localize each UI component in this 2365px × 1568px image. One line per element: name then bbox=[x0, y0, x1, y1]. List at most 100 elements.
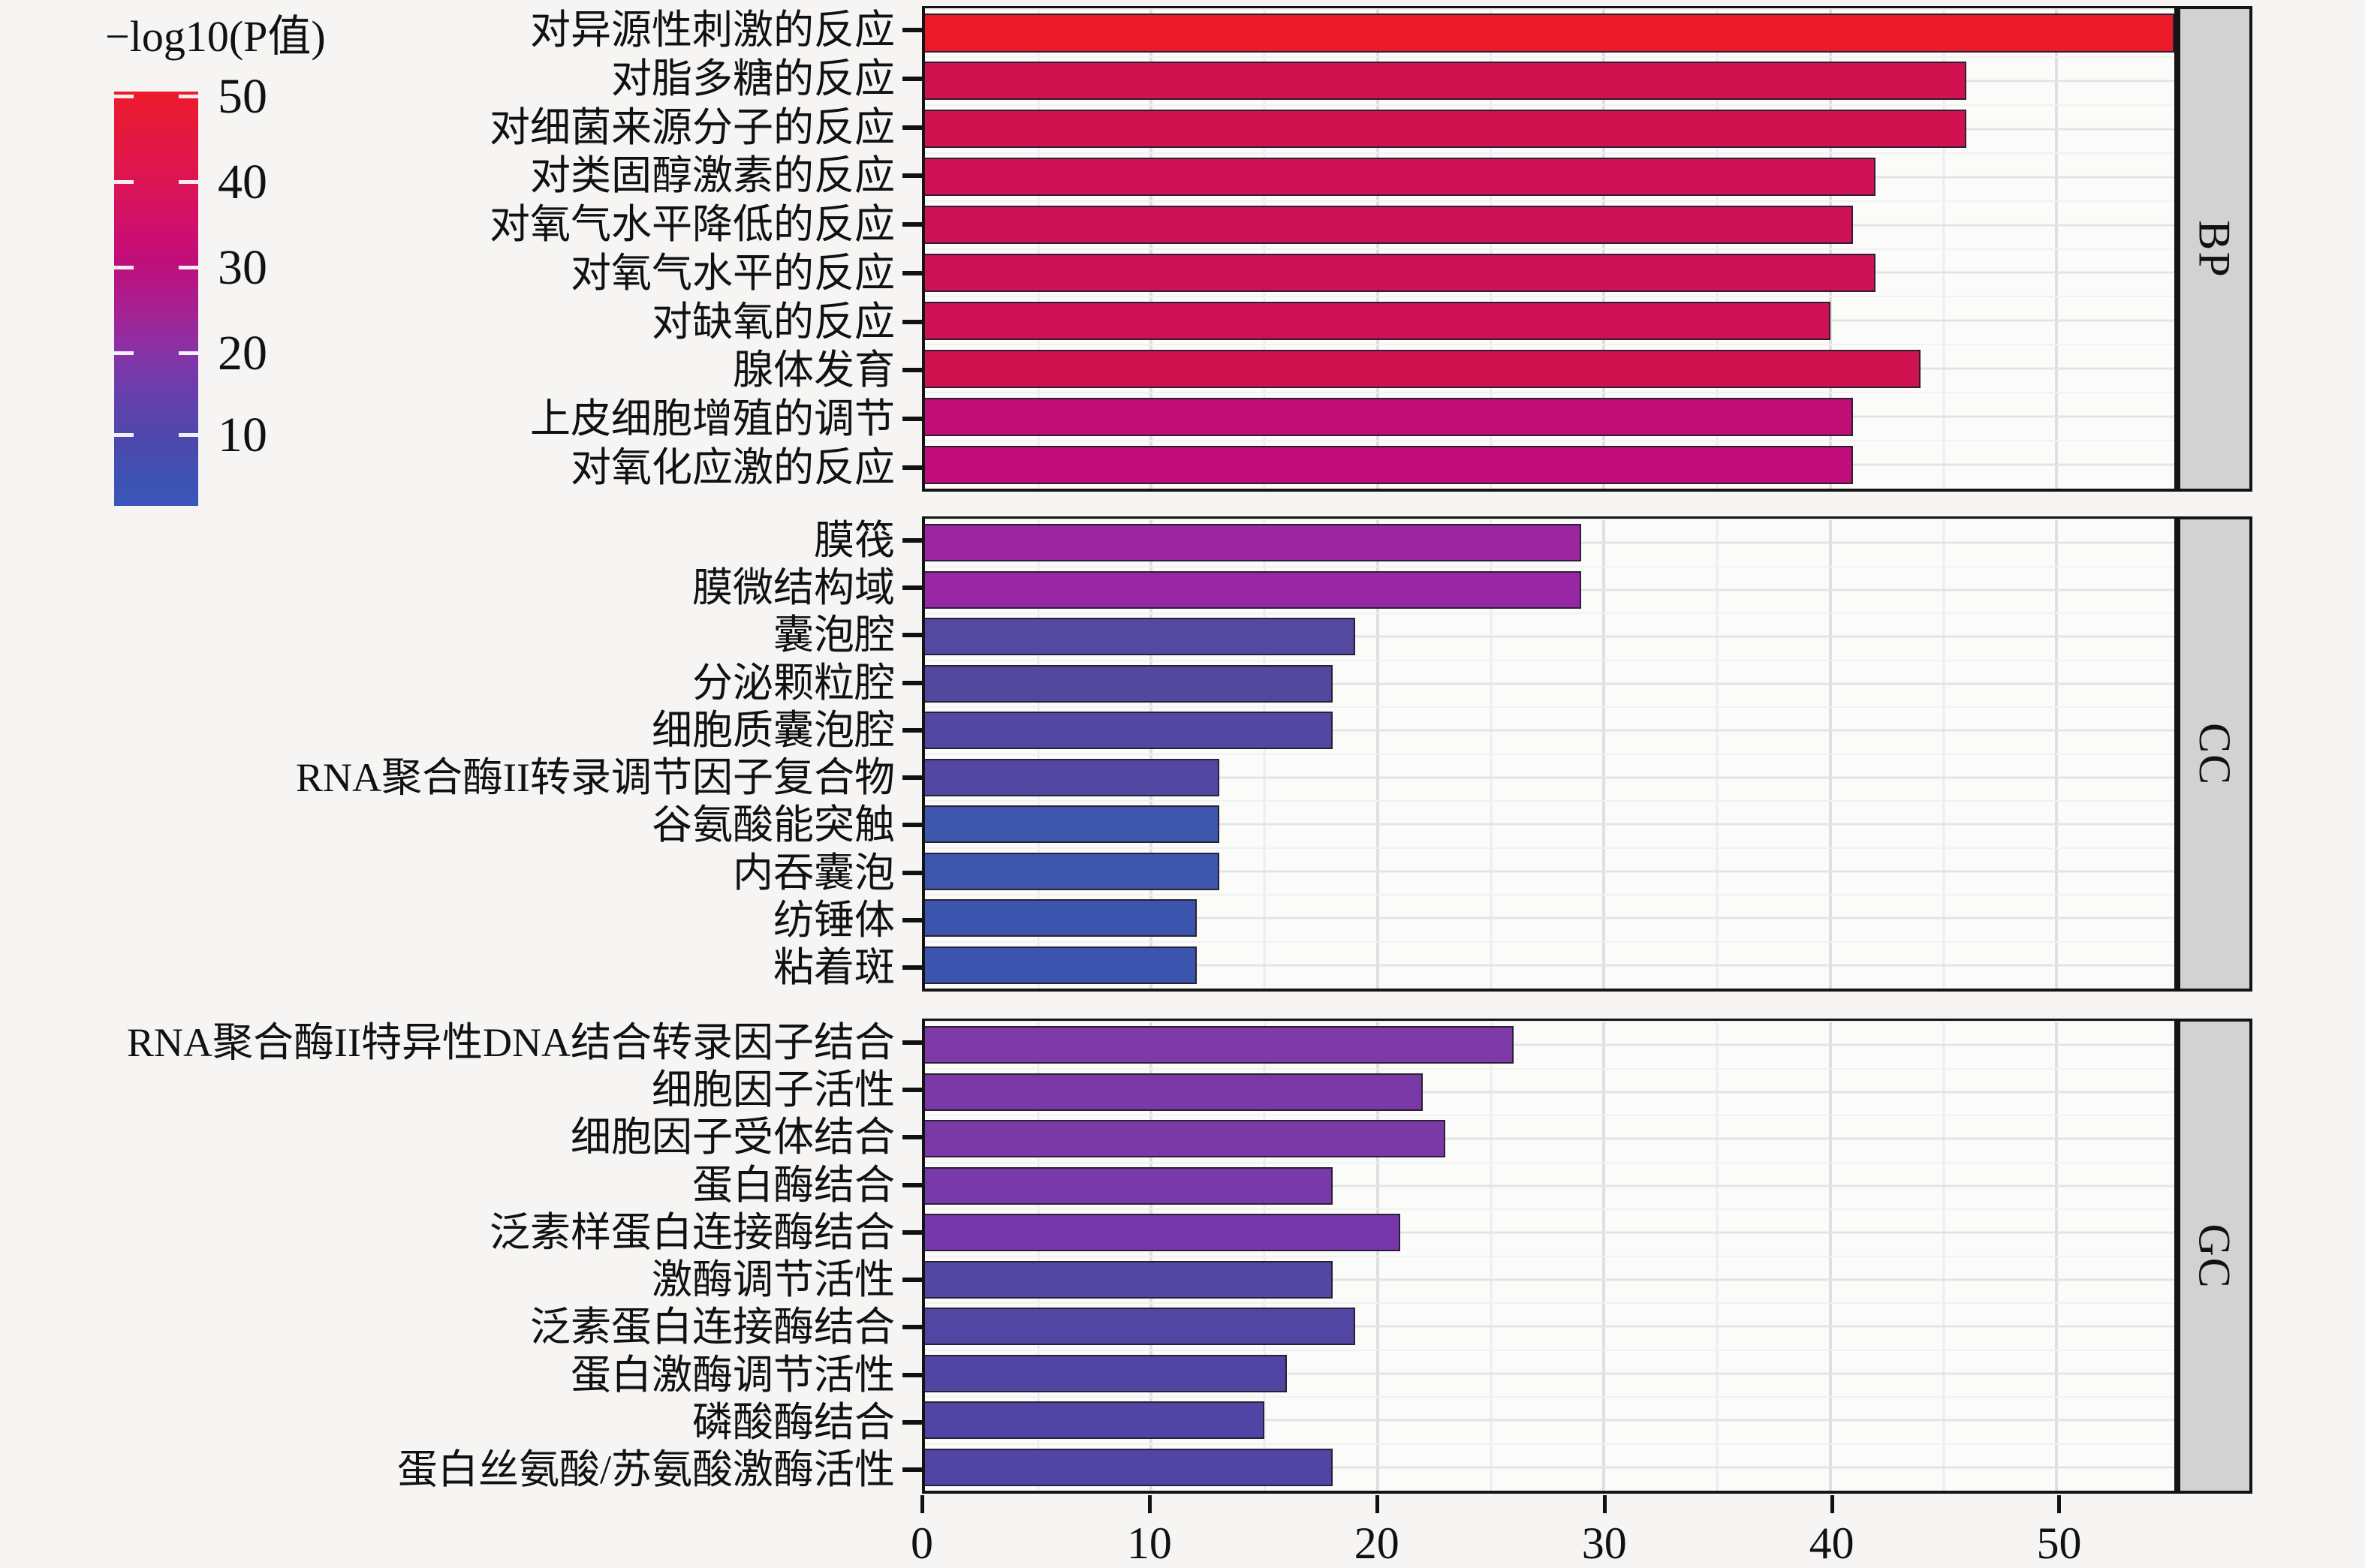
category-label: 囊泡腔 bbox=[773, 612, 895, 658]
bar bbox=[925, 1260, 1333, 1299]
x-tick-label: 40 bbox=[1809, 1518, 1854, 1568]
y-axis-label-row: 蛋白酶结合 bbox=[0, 1161, 922, 1208]
colorbar-tick-mark bbox=[179, 180, 198, 184]
y-tick-mark bbox=[902, 775, 922, 781]
y-tick-mark bbox=[902, 1420, 922, 1425]
category-label: 对缺氧的反应 bbox=[652, 299, 895, 345]
y-tick-mark bbox=[902, 823, 922, 828]
y-axis-label-row: RNA聚合酶II转录调节因子复合物 bbox=[0, 754, 922, 801]
y-tick-mark bbox=[902, 680, 922, 685]
bar bbox=[925, 805, 1219, 844]
bar-row bbox=[925, 8, 2174, 57]
y-axis-label-row: 对异源性刺激的反应 bbox=[0, 6, 922, 55]
colorbar-tick-mark bbox=[114, 351, 134, 355]
bar-row bbox=[925, 440, 2174, 489]
bar-row bbox=[925, 104, 2174, 153]
category-label: 激酶调节活性 bbox=[652, 1257, 895, 1303]
y-axis-label-row: 纺锤体 bbox=[0, 896, 922, 944]
facet-strip-bp: BP bbox=[2177, 6, 2252, 492]
y-axis-label-row: 细胞质囊泡腔 bbox=[0, 706, 922, 754]
bar bbox=[925, 110, 1966, 149]
bar-row bbox=[925, 940, 2174, 989]
category-label: 蛋白丝氨酸/苏氨酸激酶活性 bbox=[396, 1447, 895, 1493]
y-tick-mark bbox=[902, 368, 922, 373]
bar bbox=[925, 618, 1355, 656]
x-tick-mark bbox=[920, 1495, 924, 1513]
legend-title: −log10(P值) bbox=[105, 12, 326, 61]
y-tick-mark bbox=[902, 727, 922, 733]
category-label: 泛素蛋白连接酶结合 bbox=[530, 1305, 895, 1350]
bar bbox=[925, 524, 1582, 562]
bar-row bbox=[925, 847, 2174, 895]
colorbar-tick-label: 40 bbox=[218, 155, 267, 209]
y-tick-mark bbox=[902, 1467, 922, 1473]
bar bbox=[925, 1073, 1424, 1111]
bar bbox=[925, 206, 1853, 245]
y-axis-label-row: 细胞因子活性 bbox=[0, 1066, 922, 1113]
y-tick-mark bbox=[902, 1325, 922, 1330]
y-axis-label-row: 谷氨酸能突触 bbox=[0, 802, 922, 849]
colorbar-tick-mark bbox=[114, 433, 134, 437]
bar bbox=[925, 712, 1333, 750]
y-axis-label-row: 对缺氧的反应 bbox=[0, 297, 922, 346]
category-label: 泛素样蛋白连接酶结合 bbox=[490, 1209, 895, 1255]
bar-row bbox=[925, 659, 2174, 708]
bar bbox=[925, 852, 1219, 890]
colorbar-tick-mark bbox=[179, 266, 198, 269]
y-tick-mark bbox=[902, 1182, 922, 1187]
colorbar-tick-mark bbox=[179, 95, 198, 98]
x-axis: 0 10 20 30 40 50 bbox=[911, 1495, 2177, 1568]
x-tick-label: 30 bbox=[1581, 1518, 1627, 1568]
bar bbox=[925, 397, 1853, 436]
category-label: 对氧气水平降低的反应 bbox=[490, 202, 895, 248]
y-axis-label-row: 对脂多糖的反应 bbox=[0, 55, 922, 104]
colorbar-tick-label: 10 bbox=[218, 408, 267, 462]
bar-row bbox=[925, 612, 2174, 661]
bar-row bbox=[925, 1396, 2174, 1444]
y-tick-mark bbox=[902, 633, 922, 638]
y-axis-label-row: 膜微结构域 bbox=[0, 564, 922, 611]
x-tick-label: 0 bbox=[911, 1518, 933, 1568]
y-tick-mark bbox=[902, 416, 922, 421]
category-label: 对异源性刺激的反应 bbox=[530, 8, 895, 53]
y-axis-label-row: 粘着斑 bbox=[0, 944, 922, 992]
y-axis-label-row: 泛素样蛋白连接酶结合 bbox=[0, 1208, 922, 1256]
y-axis-labels: 对异源性刺激的反应 对脂多糖的反应 对细菌来源分子的反应 对类固醇激素的反应 bbox=[0, 6, 922, 492]
bar-row bbox=[925, 152, 2174, 201]
bar bbox=[925, 1354, 1288, 1392]
bar-row bbox=[925, 1443, 2174, 1491]
y-tick-mark bbox=[902, 1135, 922, 1140]
bar bbox=[925, 1401, 1265, 1440]
bar bbox=[925, 1308, 1355, 1346]
y-axis-label-row: 细胞因子受体结合 bbox=[0, 1114, 922, 1161]
category-label: 蛋白酶结合 bbox=[692, 1162, 895, 1208]
bar-row bbox=[925, 200, 2174, 249]
panel-cc bbox=[922, 516, 2177, 992]
bar bbox=[925, 1214, 1401, 1252]
colorbar-tick-label: 30 bbox=[218, 240, 267, 295]
y-tick-mark bbox=[902, 918, 922, 923]
y-tick-mark bbox=[902, 870, 922, 875]
bar bbox=[925, 758, 1219, 796]
colorbar-tick-mark bbox=[179, 351, 198, 355]
colorbar-tick-mark bbox=[114, 266, 134, 269]
bar bbox=[925, 664, 1333, 703]
category-label: 谷氨酸能突触 bbox=[652, 802, 895, 848]
bar-row bbox=[925, 1115, 2174, 1163]
facet-strip-gc: GC bbox=[2177, 1019, 2252, 1494]
bar-row bbox=[925, 1067, 2174, 1116]
category-label: 内吞囊泡 bbox=[733, 850, 895, 895]
y-tick-mark bbox=[902, 270, 922, 275]
colorbar-tick-label: 50 bbox=[218, 69, 267, 124]
y-axis-label-row: 对氧气水平降低的反应 bbox=[0, 200, 922, 249]
category-label: 分泌颗粒腔 bbox=[692, 660, 895, 706]
category-label: RNA聚合酶II转录调节因子复合物 bbox=[296, 755, 895, 801]
y-axis-label-row: 蛋白激酶调节活性 bbox=[0, 1351, 922, 1398]
bar bbox=[925, 445, 1853, 484]
x-tick-mark bbox=[2057, 1495, 2062, 1513]
category-label: 细胞质囊泡腔 bbox=[652, 707, 895, 753]
colorbar-legend: −log10(P值) 50 40 30 20 10 bbox=[105, 11, 450, 536]
bar bbox=[925, 946, 1197, 984]
bar-row bbox=[925, 753, 2174, 802]
bar-row bbox=[925, 1302, 2174, 1350]
